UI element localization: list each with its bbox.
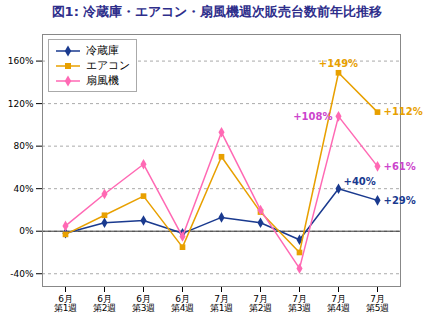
svg-text:+149%: +149% bbox=[319, 58, 358, 69]
html-text:冷蔵庫: 冷蔵庫 bbox=[86, 43, 119, 56]
html-text:扇風機: 扇風機 bbox=[86, 73, 119, 86]
svg-text:7月第2週: 7月第2週 bbox=[249, 294, 273, 313]
svg-text:120%: 120% bbox=[8, 98, 34, 108]
svg-text:0%: 0% bbox=[19, 226, 34, 236]
svg-text:80%: 80% bbox=[13, 141, 33, 151]
html-text:図1: 冷蔵庫・エアコン・扇風機週次販売台数前年比推移: 図1: 冷蔵庫・エアコン・扇風機週次販売台数前年比推移 bbox=[51, 4, 383, 19]
svg-text:+112%: +112% bbox=[384, 106, 423, 117]
svg-text:40%: 40% bbox=[13, 184, 33, 194]
svg-text:6月第1週: 6月第1週 bbox=[54, 294, 78, 313]
svg-text:7月第3週: 7月第3週 bbox=[288, 294, 312, 313]
svg-text:7月第1週: 7月第1週 bbox=[210, 294, 234, 313]
svg-text:6月第2週: 6月第2週 bbox=[93, 294, 117, 313]
html-text:エアコン: エアコン bbox=[86, 58, 130, 71]
svg-text:160%: 160% bbox=[8, 56, 34, 66]
svg-text:+40%: +40% bbox=[344, 176, 376, 187]
svg-text:6月第3週: 6月第3週 bbox=[132, 294, 156, 313]
svg-text:+61%: +61% bbox=[384, 161, 416, 172]
svg-text:7月第4週: 7月第4週 bbox=[327, 294, 351, 313]
svg-text:-40%: -40% bbox=[10, 269, 34, 279]
svg-text:7月第5週: 7月第5週 bbox=[366, 294, 390, 313]
svg-text:6月第4週: 6月第4週 bbox=[171, 294, 195, 313]
svg-text:+29%: +29% bbox=[384, 195, 416, 206]
svg-text:+108%: +108% bbox=[293, 111, 332, 122]
